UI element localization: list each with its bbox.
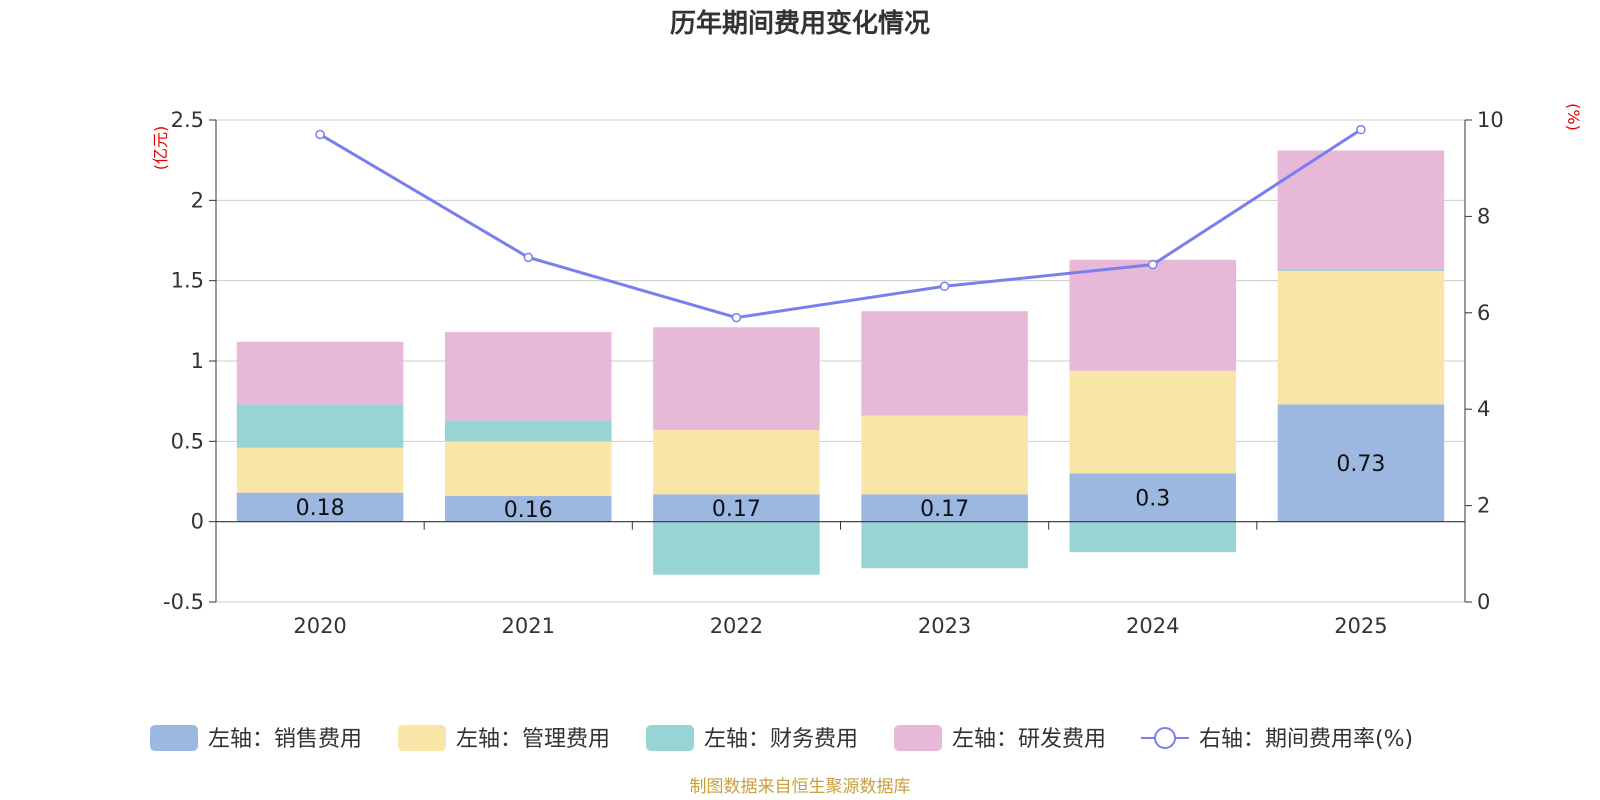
x-tick-label: 2021 xyxy=(502,614,555,638)
bar-3-2021 xyxy=(444,332,612,421)
legend-label-3: 左轴：研发费用 xyxy=(952,727,1106,752)
bar-0-2022 xyxy=(653,494,820,522)
bar-3-2022 xyxy=(653,327,820,431)
rate-point-2023 xyxy=(939,281,950,292)
data-label: 0.18 xyxy=(296,496,345,521)
rate-line xyxy=(315,124,1366,323)
bar-3-2025 xyxy=(1277,150,1445,270)
bar-3-2024 xyxy=(1069,259,1237,371)
right-tick-label: 0 xyxy=(1477,590,1490,614)
axes: -0.5 0 0.5 1 1.5 2 2.5 0 2 4 6 8 10 2020 2021 2022 2023 2… xyxy=(163,108,1504,638)
gridlines xyxy=(216,119,1465,603)
bar-1-2024 xyxy=(1069,370,1237,474)
left-tick-label: 1 xyxy=(191,349,204,373)
right-tick-label: 2 xyxy=(1477,494,1490,518)
bar-1-2021 xyxy=(444,441,612,496)
legend-swatch-3 xyxy=(894,725,942,751)
left-tick-label: 0.5 xyxy=(171,429,204,453)
legend: 左轴：销售费用 左轴：管理费用 左轴：财务费用 左轴：研发费用 右轴：期间费用率(%) xyxy=(150,725,1413,752)
x-tick-label: 2024 xyxy=(1126,614,1179,638)
bar-3-2020 xyxy=(236,341,404,405)
data-label: 0.16 xyxy=(504,498,553,523)
bar-1-2020 xyxy=(236,447,404,493)
rate-point-2020 xyxy=(315,129,325,140)
rate-point-2022 xyxy=(731,312,742,323)
legend-swatch-2 xyxy=(646,725,694,751)
data-label: 0.3 xyxy=(1135,487,1170,512)
legend-line-marker xyxy=(1154,727,1176,749)
legend-label-1: 左轴：管理费用 xyxy=(456,727,610,752)
legend-swatch-0 xyxy=(150,725,198,751)
data-labels: 0.18 0.16 0.17 0.17 0.3 0.73 xyxy=(296,452,1386,523)
data-label: 0.73 xyxy=(1336,452,1385,477)
bar-3-2023 xyxy=(861,311,1028,416)
x-tick-label: 2023 xyxy=(918,614,971,638)
bar-2-2020 xyxy=(236,404,404,448)
left-tick-label: 0 xyxy=(191,510,204,534)
bar-2-2021 xyxy=(444,420,612,442)
left-axis-unit: (亿元) xyxy=(151,126,170,171)
legend-label-4: 右轴：期间费用率(%) xyxy=(1199,727,1413,752)
bars xyxy=(236,150,1445,575)
bar-1-2025 xyxy=(1277,271,1445,405)
x-tick-label: 2025 xyxy=(1334,614,1387,638)
bar-0-2020 xyxy=(236,492,404,522)
data-label: 0.17 xyxy=(920,497,969,522)
rate-point-2025 xyxy=(1356,124,1366,135)
bar-0-2024 xyxy=(1069,473,1237,522)
bar-1-2023 xyxy=(861,415,1028,495)
legend-label-2: 左轴：财务费用 xyxy=(704,727,858,752)
bar-2-2025 xyxy=(1277,269,1445,272)
left-tick-label: 1.5 xyxy=(171,269,204,293)
bar-1-2022 xyxy=(653,430,820,495)
bar-2-2024 xyxy=(1069,521,1237,553)
x-tick-label: 2022 xyxy=(710,614,763,638)
x-tick-label: 2020 xyxy=(293,614,346,638)
right-tick-label: 10 xyxy=(1477,108,1504,132)
left-tick-label: 2.5 xyxy=(171,108,204,132)
legend-swatch-1 xyxy=(398,725,446,751)
left-tick-label: 2 xyxy=(191,188,204,212)
rate-line-path xyxy=(319,128,1362,320)
chart-title: 历年期间费用变化情况 xyxy=(670,8,930,39)
bar-2-2022 xyxy=(653,521,820,575)
right-axis-unit: (%) xyxy=(1564,103,1583,131)
source-note: 制图数据来自恒生聚源数据库 xyxy=(690,777,911,797)
right-tick-label: 4 xyxy=(1477,397,1490,421)
rate-point-2024 xyxy=(1148,259,1158,270)
bar-0-2025 xyxy=(1277,404,1445,522)
legend-label-0: 左轴：销售费用 xyxy=(208,727,362,752)
bar-0-2021 xyxy=(444,495,612,522)
right-tick-label: 8 xyxy=(1477,204,1490,228)
data-label: 0.17 xyxy=(712,497,761,522)
bar-0-2023 xyxy=(861,494,1028,522)
right-tick-label: 6 xyxy=(1477,301,1490,325)
rate-point-2021 xyxy=(523,252,533,263)
bar-2-2023 xyxy=(861,521,1028,569)
left-tick-label: -0.5 xyxy=(163,590,204,614)
